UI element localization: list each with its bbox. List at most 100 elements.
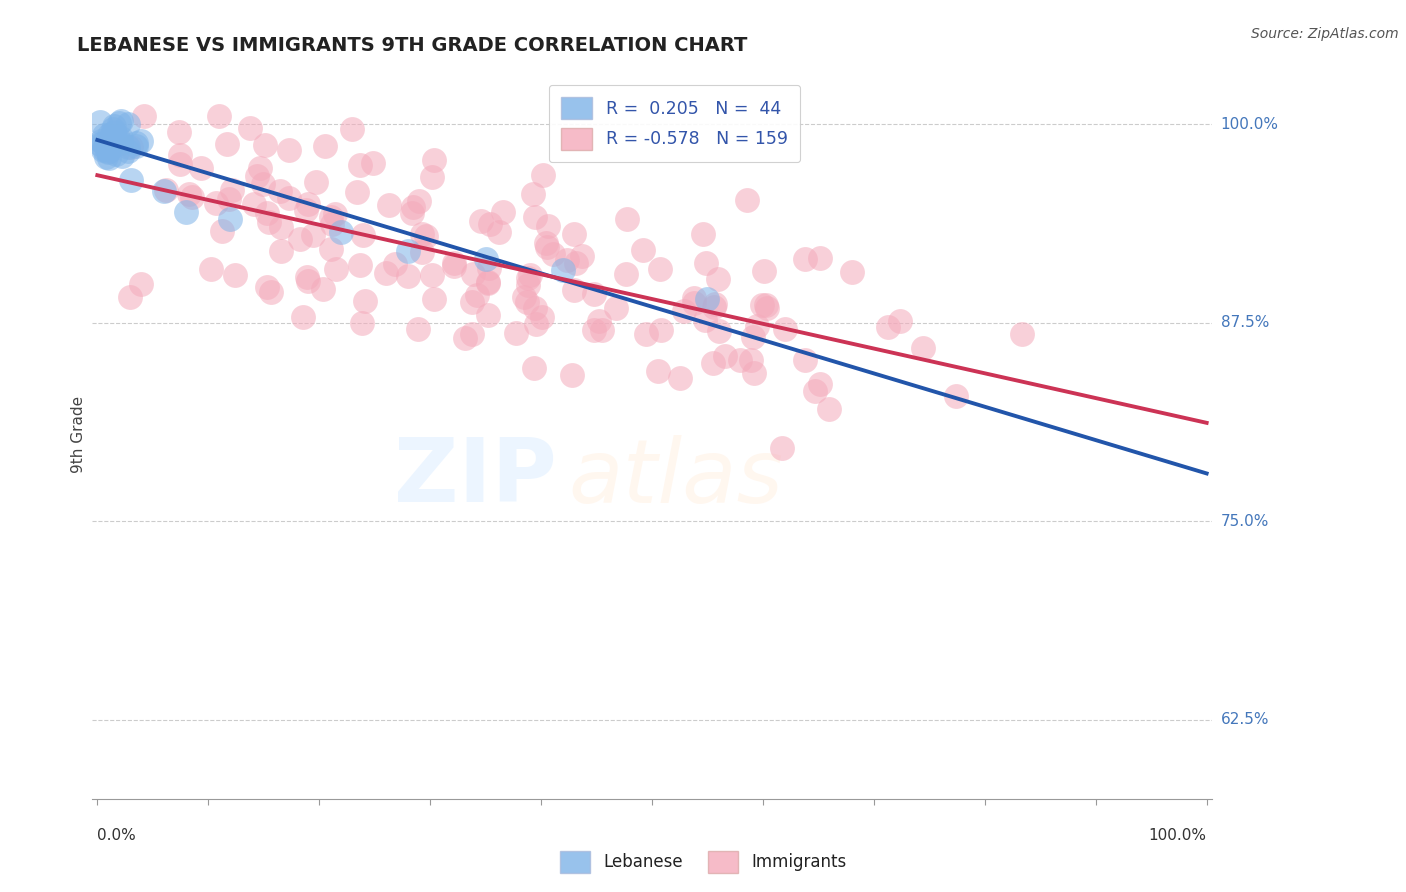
Point — [571, 249, 593, 263]
Point — [100, 134, 122, 148]
Point — [517, 270, 540, 285]
Point — [588, 313, 610, 327]
Point — [443, 256, 465, 270]
Point — [741, 329, 763, 343]
Point — [219, 212, 242, 227]
Point — [125, 139, 148, 153]
Point — [682, 296, 704, 310]
Text: 100.0%: 100.0% — [1149, 828, 1206, 843]
Text: 75.0%: 75.0% — [1220, 514, 1268, 529]
Point — [100, 129, 122, 144]
Point — [793, 252, 815, 266]
Point — [415, 229, 437, 244]
Point — [420, 169, 443, 184]
Point — [257, 214, 280, 228]
Point — [208, 109, 231, 123]
Point — [773, 322, 796, 336]
Point — [492, 204, 515, 219]
Point — [125, 136, 148, 150]
Point — [460, 326, 482, 341]
Point — [120, 173, 142, 187]
Text: 0.0%: 0.0% — [97, 828, 136, 843]
Text: 100.0%: 100.0% — [1220, 117, 1278, 132]
Y-axis label: 9th Grade: 9th Grade — [72, 395, 86, 473]
Point — [523, 361, 546, 376]
Point — [517, 277, 540, 292]
Point — [349, 258, 371, 272]
Point — [97, 145, 120, 159]
Point — [740, 353, 762, 368]
Text: LEBANESE VS IMMIGRANTS 9TH GRADE CORRELATION CHART: LEBANESE VS IMMIGRANTS 9TH GRADE CORRELA… — [77, 36, 748, 54]
Point — [530, 310, 553, 325]
Point — [325, 262, 347, 277]
Point — [97, 128, 120, 143]
Point — [488, 225, 510, 239]
Point — [249, 161, 271, 175]
Point — [90, 134, 112, 148]
Point — [340, 122, 363, 136]
Point — [174, 204, 197, 219]
Point — [103, 135, 125, 149]
Point — [297, 274, 319, 288]
Text: 62.5%: 62.5% — [1220, 713, 1270, 728]
Point — [361, 156, 384, 170]
Point — [713, 350, 735, 364]
Point — [260, 285, 283, 299]
Point — [117, 140, 139, 154]
Point — [1011, 326, 1033, 341]
Point — [889, 314, 911, 328]
Point — [804, 384, 827, 399]
Point — [692, 227, 714, 241]
Point — [246, 169, 269, 183]
Point — [384, 257, 406, 271]
Point — [408, 194, 430, 209]
Text: 87.5%: 87.5% — [1220, 315, 1268, 330]
Point — [301, 228, 323, 243]
Point — [378, 198, 401, 212]
Point — [411, 245, 433, 260]
Point — [103, 121, 125, 136]
Point — [239, 121, 262, 136]
Point — [591, 323, 613, 337]
Point — [707, 272, 730, 286]
Point — [536, 240, 558, 254]
Point — [177, 187, 200, 202]
Point — [294, 203, 316, 218]
Text: atlas: atlas — [568, 434, 783, 521]
Point — [704, 297, 727, 311]
Point — [297, 196, 319, 211]
Point — [735, 193, 758, 207]
Point — [205, 196, 228, 211]
Point — [94, 150, 117, 164]
Point — [330, 225, 353, 239]
Point — [93, 141, 115, 155]
Point — [181, 189, 204, 203]
Point — [270, 244, 292, 258]
Point — [311, 282, 333, 296]
Point — [221, 183, 243, 197]
Point — [477, 261, 499, 276]
Text: Source: ZipAtlas.com: Source: ZipAtlas.com — [1251, 27, 1399, 41]
Point — [252, 178, 274, 192]
Point — [752, 264, 775, 278]
Point — [751, 298, 773, 312]
Point — [695, 312, 717, 326]
Point — [111, 149, 134, 163]
Point — [314, 139, 336, 153]
Point — [477, 276, 499, 290]
Point — [945, 389, 967, 403]
Point — [794, 353, 817, 368]
Point — [190, 161, 212, 175]
Point — [100, 138, 122, 153]
Point — [912, 341, 935, 355]
Point — [614, 267, 637, 281]
Point — [100, 130, 122, 145]
Point — [463, 267, 485, 281]
Point — [669, 371, 692, 385]
Point — [672, 304, 695, 318]
Point — [557, 252, 579, 267]
Point — [217, 137, 239, 152]
Point — [695, 256, 717, 270]
Point — [256, 280, 278, 294]
Point — [534, 235, 557, 250]
